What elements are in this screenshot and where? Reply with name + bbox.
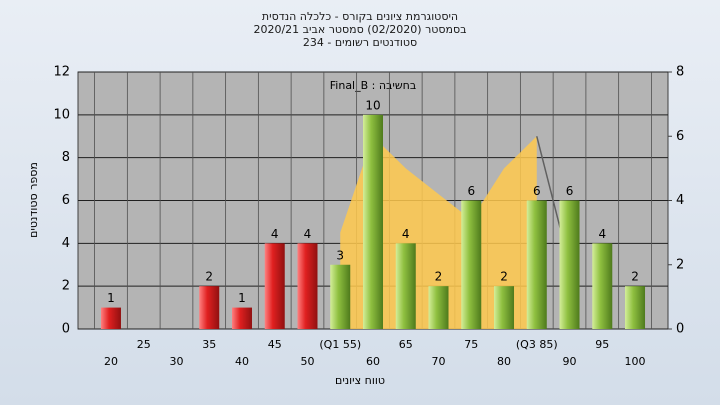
bar xyxy=(559,200,580,329)
y-tick-label: 8 xyxy=(62,150,70,165)
bar xyxy=(494,286,515,329)
y-tick-label: 2 xyxy=(62,279,70,294)
y2-tick-label: 2 xyxy=(676,257,684,272)
data-label: 4 xyxy=(402,227,410,241)
x-tick-label: 75 xyxy=(464,338,478,351)
y-tick-label: 10 xyxy=(53,107,70,122)
x-tick-label: (Q3 85) xyxy=(516,338,558,351)
x-tick-label: 65 xyxy=(399,338,413,351)
chart-title: היסטוגרמת ציונים בקורס - כלכלה הנדסית xyxy=(262,10,458,23)
y-tick-label: 0 xyxy=(62,322,70,337)
data-label: 4 xyxy=(304,227,312,241)
data-label: 4 xyxy=(598,227,606,241)
x-tick-label: 20 xyxy=(104,355,118,368)
bar xyxy=(395,243,416,329)
x-tick-label: 45 xyxy=(268,338,282,351)
y-tick-label: 4 xyxy=(62,236,70,251)
x-tick-label: 30 xyxy=(169,355,183,368)
x-tick-label: 95 xyxy=(595,338,609,351)
bar xyxy=(461,200,482,329)
y-axis-label: מספר סטודנטים xyxy=(27,162,40,238)
x-tick-label: 100 xyxy=(625,355,646,368)
y2-tick-label: 8 xyxy=(676,65,684,80)
annotation: Final_B : בחשיבה xyxy=(330,79,416,92)
data-label: 6 xyxy=(467,184,475,198)
x-tick-label: 35 xyxy=(202,338,216,351)
x-tick-label: 90 xyxy=(563,355,577,368)
chart-subtitle: בסמסטר (02/2020) סמסטר אביב 2020/21 xyxy=(253,23,466,36)
chart-subtitle: סטודנטים רשומים - 234 xyxy=(303,36,417,49)
bar xyxy=(231,307,252,329)
y-tick-label: 12 xyxy=(53,65,70,80)
x-tick-label: 60 xyxy=(366,355,380,368)
bar xyxy=(264,243,285,329)
bar xyxy=(100,307,121,329)
data-label: 2 xyxy=(500,270,508,284)
x-tick-label: (Q1 55) xyxy=(319,338,361,351)
data-label: 2 xyxy=(631,270,639,284)
y2-tick-label: 6 xyxy=(676,129,684,144)
bar xyxy=(330,264,351,329)
x-tick-label: 40 xyxy=(235,355,249,368)
data-label: 1 xyxy=(107,291,115,305)
data-label: 3 xyxy=(336,248,344,262)
data-label: 6 xyxy=(533,184,541,198)
bar xyxy=(625,286,646,329)
data-label: 1 xyxy=(238,291,246,305)
y-tick-label: 6 xyxy=(62,193,70,208)
y2-tick-label: 4 xyxy=(676,193,684,208)
data-label: 6 xyxy=(566,184,574,198)
data-label: 2 xyxy=(435,270,443,284)
area xyxy=(340,136,537,329)
x-tick-label: 50 xyxy=(300,355,314,368)
data-label: 4 xyxy=(271,227,279,241)
bar xyxy=(199,286,220,329)
bar xyxy=(428,286,449,329)
x-tick-label: 25 xyxy=(137,338,151,351)
bar xyxy=(592,243,613,329)
data-label: 10 xyxy=(365,98,380,112)
bar xyxy=(297,243,318,329)
bar xyxy=(363,114,383,329)
x-tick-label: 70 xyxy=(432,355,446,368)
data-label: 2 xyxy=(205,270,213,284)
y2-tick-label: 0 xyxy=(676,322,684,337)
x-tick-label: 80 xyxy=(497,355,511,368)
x-axis-label: טווח ציונים xyxy=(335,374,385,387)
bar xyxy=(526,200,547,329)
